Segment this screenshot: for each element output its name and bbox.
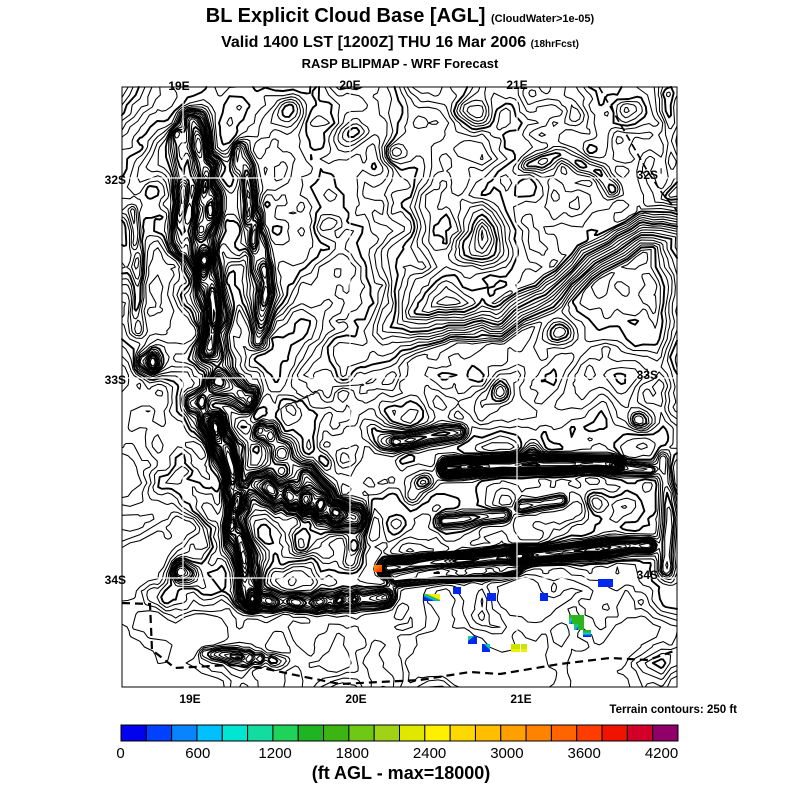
svg-text:Terrain contours: 250 ft: Terrain contours: 250 ft — [609, 704, 737, 716]
svg-text:0: 0 — [116, 745, 124, 762]
svg-text:600: 600 — [185, 745, 210, 762]
svg-text:1800: 1800 — [336, 745, 369, 762]
svg-text:32S: 32S — [105, 173, 126, 187]
svg-text:32S: 32S — [637, 168, 658, 182]
svg-text:4200: 4200 — [645, 745, 678, 762]
svg-text:34S: 34S — [105, 573, 126, 587]
svg-text:33S: 33S — [637, 368, 658, 382]
svg-text:19E: 19E — [168, 79, 189, 93]
svg-text:1200: 1200 — [258, 745, 291, 762]
svg-text:21E: 21E — [506, 78, 527, 92]
svg-text:19E: 19E — [179, 692, 200, 706]
svg-text:3000: 3000 — [490, 745, 523, 762]
svg-text:33S: 33S — [105, 373, 126, 387]
svg-text:(ft AGL - max=18000): (ft AGL - max=18000) — [312, 763, 491, 783]
svg-text:2400: 2400 — [413, 745, 446, 762]
svg-text:20E: 20E — [339, 78, 360, 92]
svg-text:21E: 21E — [510, 692, 531, 706]
svg-text:34S: 34S — [637, 568, 658, 582]
svg-text:3600: 3600 — [568, 745, 601, 762]
svg-text:20E: 20E — [345, 692, 366, 706]
